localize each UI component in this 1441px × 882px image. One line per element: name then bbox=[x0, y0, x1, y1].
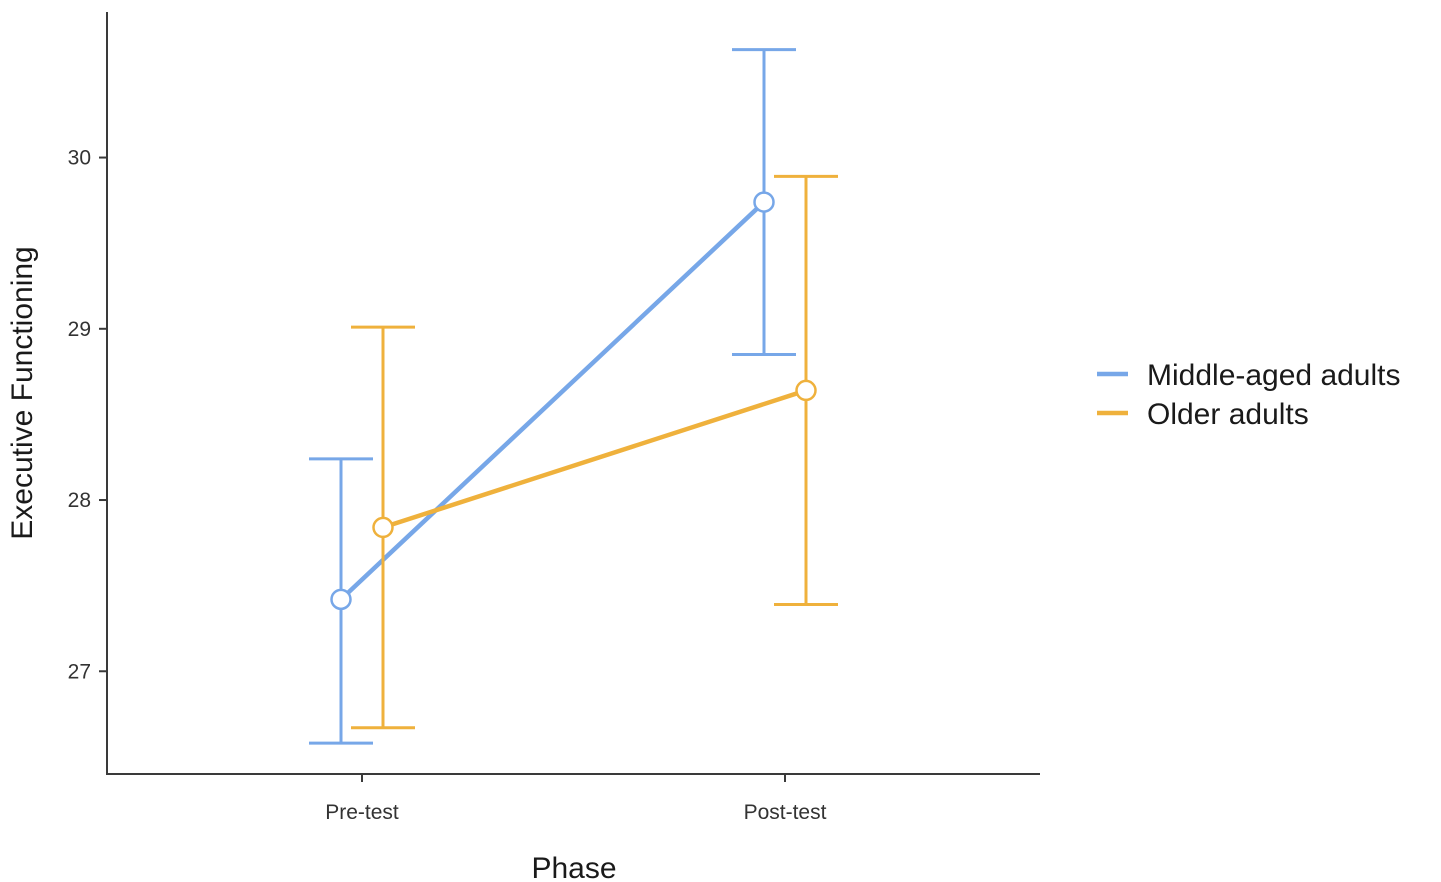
legend-label: Older adults bbox=[1147, 398, 1309, 431]
legend-label: Middle-aged adults bbox=[1147, 359, 1401, 392]
y-tick-label: 28 bbox=[68, 489, 91, 512]
legend-item: Older adults bbox=[1097, 398, 1309, 431]
x-axis-title: Phase bbox=[531, 852, 616, 882]
y-tick-label: 27 bbox=[68, 660, 91, 683]
legend-item: Middle-aged adults bbox=[1097, 359, 1401, 392]
data-point bbox=[795, 379, 817, 402]
x-ticks: Pre-test Post-test bbox=[325, 774, 827, 824]
y-tick-label: 30 bbox=[68, 147, 91, 170]
data-point bbox=[753, 191, 775, 213]
data-point bbox=[330, 588, 352, 611]
y-axis: 27 28 29 30 bbox=[68, 12, 108, 774]
series-middle-aged-adults bbox=[309, 48, 796, 745]
x-tick-label: Pre-test bbox=[325, 801, 399, 824]
legend: Middle-aged adults Older adults bbox=[1097, 359, 1401, 431]
y-ticks: 27 28 29 30 bbox=[68, 147, 107, 683]
x-tick-label: Post-test bbox=[744, 801, 827, 824]
data-point bbox=[372, 516, 394, 539]
series-line bbox=[338, 199, 767, 602]
y-axis-title: Executive Functioning bbox=[6, 246, 39, 540]
series-line bbox=[380, 388, 809, 530]
series-older-adults bbox=[351, 174, 838, 730]
x-axis: Pre-test Post-test bbox=[106, 773, 1040, 824]
plot-series bbox=[309, 48, 838, 745]
y-tick-label: 29 bbox=[68, 318, 91, 341]
